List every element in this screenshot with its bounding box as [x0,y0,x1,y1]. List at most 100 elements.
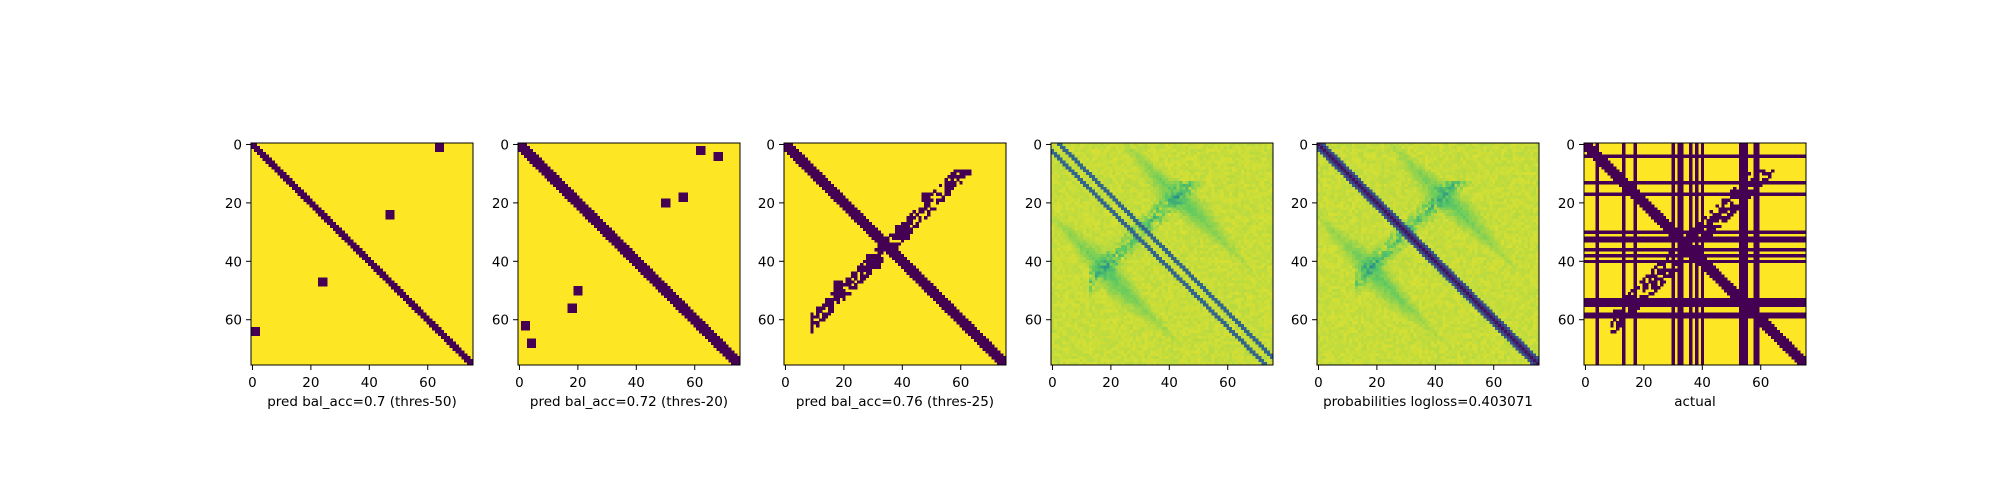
heatmap-cell [649,268,653,272]
heatmap-cell [1106,245,1110,249]
heatmap-cell [1150,256,1154,261]
heatmap-cell [538,169,542,173]
heatmap-cell [1144,195,1148,199]
heatmap-cell [1164,172,1169,176]
heatmap-cell [1208,172,1213,176]
heatmap-cell [1097,277,1102,281]
heatmap-cell [1229,189,1233,194]
heatmap-cell [523,327,528,331]
heatmap-cell [959,324,963,328]
heatmap-cell [1129,145,1134,150]
heatmap-cell [713,332,718,337]
heatmap-cell [684,306,688,310]
heatmap-cell [1249,218,1253,223]
heatmap-cell [1249,268,1253,272]
heatmap-cell [950,178,954,182]
heatmap-cell [1252,239,1256,243]
heatmap-cell [1144,204,1148,208]
heatmap-cell [1235,268,1239,272]
heatmap-cell [1159,268,1163,272]
heatmap-cell [1100,207,1104,211]
heatmap-cell [588,210,592,214]
heatmap-cell [1062,265,1066,269]
heatmap-cell [877,242,881,246]
heatmap-cell [1132,236,1137,240]
heatmap-cell [734,359,738,363]
heatmap-cell [591,221,595,226]
heatmap-cell [1091,169,1096,173]
heatmap-cell [1235,218,1239,223]
heatmap-cell [1118,233,1122,237]
heatmap-cell [1252,218,1256,223]
heatmap-cell [1062,183,1066,188]
heatmap-cell [1179,245,1183,249]
heatmap-cell [1205,245,1210,249]
heatmap-cell [1074,175,1078,179]
heatmap-cell [1191,143,1195,147]
heatmap-cell [1083,213,1087,217]
heatmap-cell [1211,251,1215,255]
heatmap-cell [1220,189,1224,194]
heatmap-cell [1220,227,1224,232]
heatmap-cell [1141,233,1145,237]
heatmap-cell [1094,151,1099,156]
heatmap-cell [1223,166,1227,170]
heatmap-cell [1065,248,1069,252]
heatmap-cell [1159,180,1163,185]
heatmap-cell [1115,157,1119,161]
heatmap-cell [1229,160,1233,164]
heatmap-cell [553,175,557,179]
heatmap-cell [364,254,369,258]
heatmap-cell [1191,151,1195,156]
heatmap-cell [1182,210,1186,214]
heatmap-cell [871,254,875,258]
heatmap-cell [1150,180,1154,185]
heatmap-cell [1121,204,1125,208]
heatmap-cell [1208,271,1213,275]
heatmap-cell [1211,148,1215,153]
heatmap-cell [851,210,855,214]
heatmap-cell [262,154,266,158]
heatmap-cell [608,239,612,243]
heatmap-cell [1217,218,1221,223]
heatmap-cell [1088,163,1093,167]
heatmap-cell [1240,169,1245,173]
heatmap-cell [1094,262,1099,267]
heatmap-cell [1164,186,1169,191]
heatmap-cell [704,327,709,331]
heatmap-cell [1261,221,1265,226]
heatmap-cell [1264,145,1268,150]
heatmap-cell [1097,265,1102,269]
heatmap-cell [1115,274,1119,278]
heatmap-cell [561,189,566,194]
heatmap-cell [979,332,984,337]
heatmap-cell [553,178,557,182]
heatmap-cell [1094,245,1099,249]
heatmap-cell [1156,245,1160,249]
heatmap-cell [617,239,621,243]
heatmap-cell [570,189,574,194]
heatmap-cell [1185,221,1189,226]
heatmap-cell [1053,183,1058,188]
heatmap-cell [1182,233,1186,237]
heatmap-cell [1159,236,1163,240]
heatmap-cell [1255,242,1259,246]
heatmap-cell [1053,145,1058,150]
x-tick-label: 20 [569,375,586,391]
heatmap-cell [286,180,290,185]
heatmap-cell [1115,143,1119,147]
heatmap-cell [1126,143,1131,147]
heatmap-cell [1199,143,1204,147]
heatmap-cell [1062,169,1066,173]
heatmap-cell [1258,178,1262,182]
heatmap-cell [306,201,310,205]
heatmap-cell [1094,259,1099,264]
heatmap-cell [561,180,566,185]
heatmap-cell [547,172,551,176]
heatmap-cell [1156,239,1160,243]
heatmap-cell [1153,248,1157,252]
heatmap-cell [921,277,925,281]
heatmap-cell [707,338,712,343]
heatmap-cell [1103,236,1107,240]
heatmap-cell [1083,236,1087,240]
